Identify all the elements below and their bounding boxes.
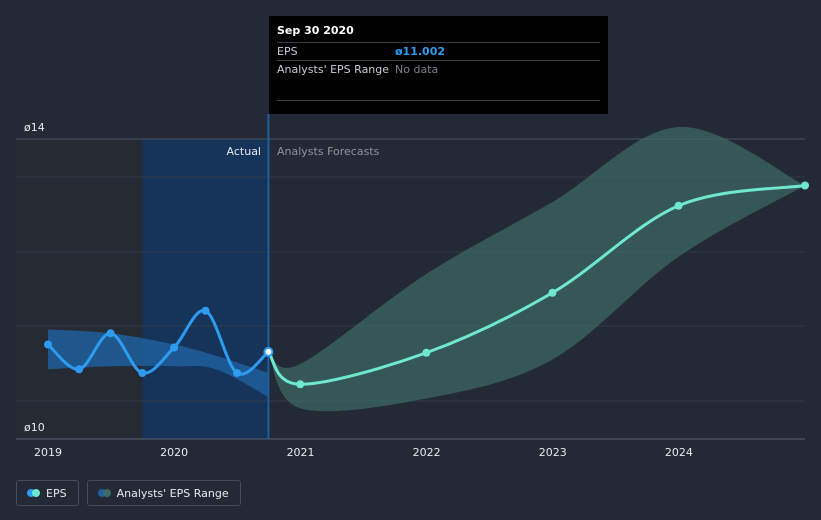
- tooltip-range-row: Analysts' EPS Range No data: [277, 60, 600, 101]
- eps-actual-point: [232, 369, 241, 377]
- eps-actual-point: [138, 369, 147, 377]
- eps-actual-point: [201, 306, 210, 315]
- tooltip-range-value: No data: [395, 63, 439, 76]
- tooltip-range-label: Analysts' EPS Range: [277, 63, 390, 76]
- tooltip-eps-value: ø11.002: [395, 45, 446, 58]
- x-tick-label: 2023: [539, 446, 567, 459]
- actual-period-background: [16, 139, 143, 439]
- y-tick-label: ø14: [24, 121, 45, 134]
- eps-forecast-point: [801, 181, 809, 190]
- eps-points: [44, 181, 809, 389]
- legend: EPS Analysts' EPS Range: [16, 480, 241, 506]
- x-tick-label: 2020: [160, 446, 188, 459]
- eps-forecast-point: [674, 201, 683, 210]
- eps-actual-point: [170, 343, 179, 352]
- legend-eps-button[interactable]: EPS: [16, 480, 79, 506]
- tooltip-eps-row: EPS ø11.002: [277, 42, 600, 60]
- tooltip-eps-label: EPS: [277, 45, 298, 58]
- x-tick-label: 2024: [665, 446, 693, 459]
- legend-range-label: Analysts' EPS Range: [116, 486, 229, 500]
- tooltip-date: Sep 30 2020: [277, 24, 354, 37]
- forecast-label: Analysts Forecasts: [277, 145, 380, 158]
- x-tick-label: 2022: [413, 446, 441, 459]
- range-swatch-icon: [97, 489, 111, 497]
- y-ticks: ø14 ø10: [24, 121, 45, 434]
- eps-actual-point: [44, 340, 52, 349]
- x-tick-label: 2021: [287, 446, 315, 459]
- legend-eps-label: EPS: [46, 486, 67, 500]
- eps-actual-point: [106, 329, 115, 338]
- eps-actual-point: [75, 365, 84, 374]
- x-ticks: 2019 2020 2021 2022 2023 2024: [34, 446, 693, 459]
- range-forecast-band: [268, 126, 805, 412]
- y-tick-label: ø10: [24, 421, 45, 434]
- eps-point-highlighted: [263, 346, 274, 357]
- highlight-period-background: [142, 139, 269, 439]
- eps-forecast-point: [548, 288, 557, 297]
- actual-label: Actual: [227, 145, 261, 158]
- eps-chart: 2019 2020 2021 2022 2023 2024 ø14 ø10 Actual A…: [16, 114, 809, 459]
- eps-swatch-icon: [27, 489, 40, 497]
- tooltip: Sep 30 2020 EPS ø11.002 Analysts' EPS Ra…: [269, 16, 608, 114]
- eps-forecast-point: [296, 380, 305, 389]
- eps-forecast-point: [422, 348, 431, 357]
- legend-range-button[interactable]: Analysts' EPS Range: [86, 480, 241, 506]
- x-tick-label: 2019: [34, 446, 62, 459]
